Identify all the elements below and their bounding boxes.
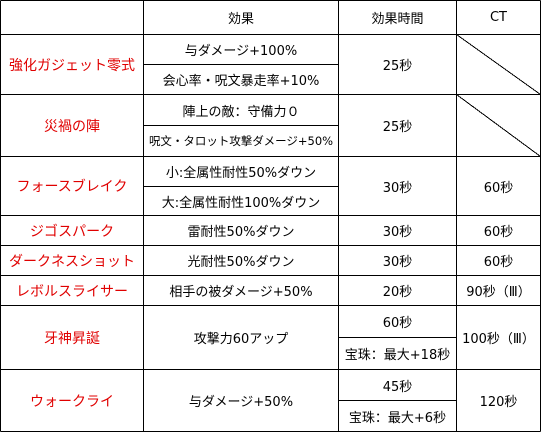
duration-bonus-cell: 宝珠：最大+18秒: [344, 348, 451, 363]
skill-name: ジゴスパーク: [29, 223, 115, 240]
effect-cell: 呪文・タロット攻撃ダメージ+50%: [148, 134, 334, 148]
skill-name: 強化ガジェット零式: [9, 57, 135, 74]
duration-cell: 30秒: [382, 180, 413, 196]
header-duration: 効果時間: [371, 12, 424, 27]
effect-cell: 与ダメージ+50%: [188, 395, 294, 410]
effect-cell: 与ダメージ+100%: [184, 44, 298, 59]
ct-cell: 60秒: [483, 225, 514, 240]
duration-cell: 45秒: [382, 379, 413, 395]
skill-name: ウォークライ: [30, 393, 114, 410]
effect-cell: 大:全属性耐性100%ダウン: [161, 195, 321, 211]
duration-cell: 25秒: [382, 59, 413, 74]
effect-cell: 陣上の敵：守備力０: [182, 104, 300, 120]
header-ct: CT: [489, 10, 508, 25]
effect-cell: 光耐性50%ダウン: [187, 255, 295, 270]
duration-cell: 25秒: [382, 120, 413, 135]
ct-cell: 120秒: [479, 395, 518, 410]
skill-name: フォースブレイク: [16, 179, 128, 195]
duration-cell: 60秒: [382, 316, 413, 331]
effect-cell: 会心率・呪文暴走率+10%: [162, 74, 320, 89]
effect-cell: 小:全属性耐性50%ダウン: [165, 166, 317, 181]
effect-cell: 雷耐性50%ダウン: [187, 225, 295, 240]
skill-name: 災禍の陣: [44, 118, 100, 135]
skill-name: レボルスライサー: [16, 283, 128, 300]
duration-cell: 30秒: [382, 255, 413, 270]
duration-bonus-cell: 宝珠：最大+6秒: [348, 410, 447, 426]
effect-cell: 相手の被ダメージ+50%: [169, 285, 313, 300]
ct-cell: 60秒: [483, 180, 514, 196]
effect-cell: 攻撃力60アップ: [193, 332, 289, 347]
ct-cell: 100秒（Ⅲ）: [462, 332, 535, 347]
duration-cell: 30秒: [382, 225, 413, 240]
skill-name: 牙神昇誕: [44, 330, 100, 347]
ct-cell: 60秒: [483, 255, 514, 270]
skill-name: ダークネスショット: [9, 253, 135, 270]
ct-cell: 90秒（Ⅲ）: [466, 285, 531, 300]
duration-cell: 20秒: [382, 285, 413, 300]
header-effect: 効果: [227, 12, 254, 27]
